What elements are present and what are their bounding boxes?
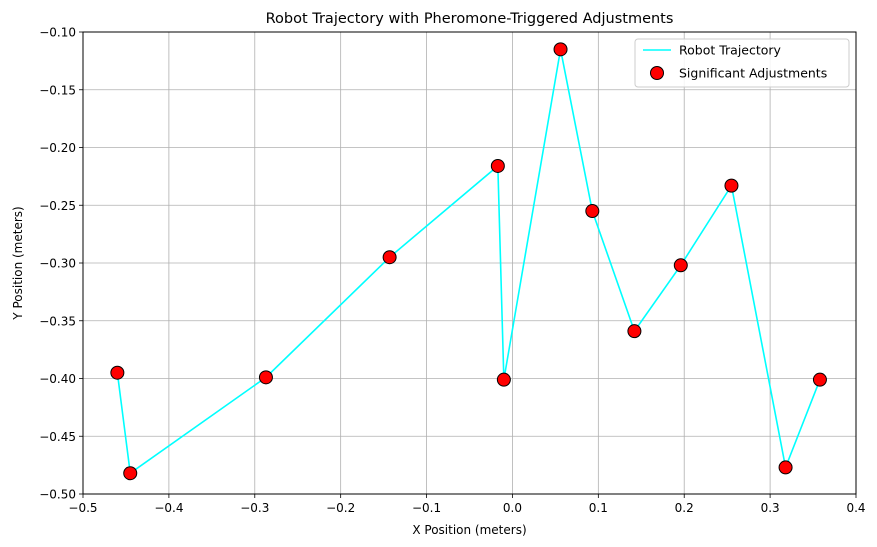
adjustment-point bbox=[110, 365, 125, 380]
x-tick-label: 0.4 bbox=[846, 501, 865, 515]
x-tick-label: −0.1 bbox=[412, 501, 441, 515]
adjustment-point bbox=[627, 324, 642, 339]
legend-label: Robot Trajectory bbox=[679, 43, 782, 58]
y-tick-label: −0.20 bbox=[39, 141, 76, 155]
y-tick-label: −0.40 bbox=[39, 372, 76, 386]
x-tick-label: 0.0 bbox=[503, 501, 522, 515]
x-tick-label: −0.3 bbox=[240, 501, 269, 515]
x-tick-label: −0.4 bbox=[154, 501, 183, 515]
ticks: −0.5 −0.4 −0.3 −0.2 −0.1 0.0 0.1 0.2 0.3 0.4 −0.50… bbox=[39, 26, 865, 516]
x-tick-label: 0.2 bbox=[675, 501, 694, 515]
y-tick-label: −0.35 bbox=[39, 314, 76, 328]
adjustment-point bbox=[490, 158, 505, 173]
adjustment-point bbox=[585, 204, 600, 219]
x-tick-label: 0.1 bbox=[589, 501, 608, 515]
adjustment-point bbox=[123, 466, 138, 481]
adjustment-point bbox=[778, 460, 793, 475]
x-tick-label: 0.3 bbox=[761, 501, 780, 515]
y-tick-label: −0.25 bbox=[39, 199, 76, 213]
adjustment-point bbox=[812, 372, 827, 387]
x-tick-label: −0.2 bbox=[326, 501, 355, 515]
y-tick-label: −0.15 bbox=[39, 83, 76, 97]
adjustment-point bbox=[553, 42, 568, 57]
legend-box bbox=[634, 38, 850, 88]
legend-label: Significant Adjustments bbox=[679, 66, 827, 81]
adjustment-point bbox=[496, 372, 511, 387]
y-axis-label: Y Position (meters) bbox=[11, 206, 25, 320]
legend-marker-swatch bbox=[650, 66, 664, 80]
chart-title: Robot Trajectory with Pheromone-Triggere… bbox=[266, 11, 674, 27]
y-tick-label: −0.45 bbox=[39, 430, 76, 444]
adjustment-point bbox=[673, 258, 688, 273]
legend: Robot Trajectory Significant Adjustments bbox=[634, 38, 850, 88]
x-tick-label: −0.5 bbox=[68, 501, 97, 515]
series-layer bbox=[110, 42, 827, 481]
adjustment-point bbox=[382, 250, 397, 265]
x-axis-label: X Position (meters) bbox=[412, 523, 526, 537]
y-tick-label: −0.30 bbox=[39, 257, 76, 271]
y-tick-label: −0.50 bbox=[39, 488, 76, 502]
y-tick-label: −0.10 bbox=[39, 26, 76, 40]
adjustment-point bbox=[724, 178, 739, 193]
adjustment-point bbox=[258, 370, 273, 385]
